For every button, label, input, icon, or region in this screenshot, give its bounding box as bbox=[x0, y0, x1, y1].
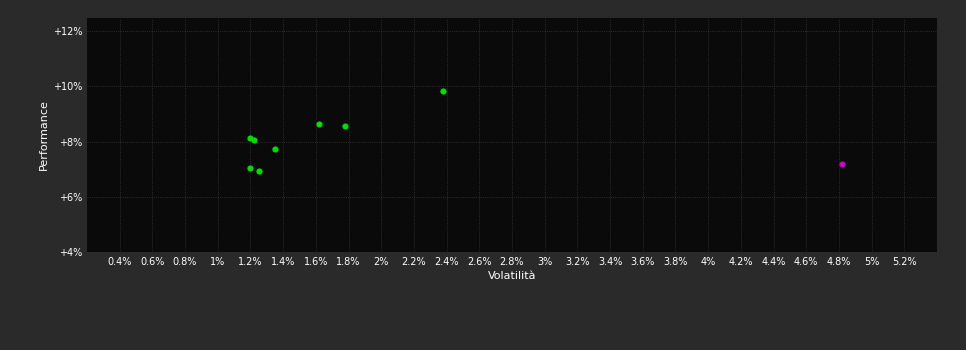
Point bbox=[242, 135, 258, 140]
Y-axis label: Performance: Performance bbox=[39, 99, 48, 170]
Point bbox=[311, 121, 327, 126]
Point bbox=[268, 146, 283, 151]
Point bbox=[246, 138, 262, 143]
Point bbox=[436, 88, 451, 93]
Point bbox=[242, 165, 258, 171]
X-axis label: Volatilità: Volatilità bbox=[488, 271, 536, 281]
Point bbox=[251, 168, 267, 173]
Point bbox=[337, 123, 353, 128]
Point bbox=[835, 161, 850, 167]
